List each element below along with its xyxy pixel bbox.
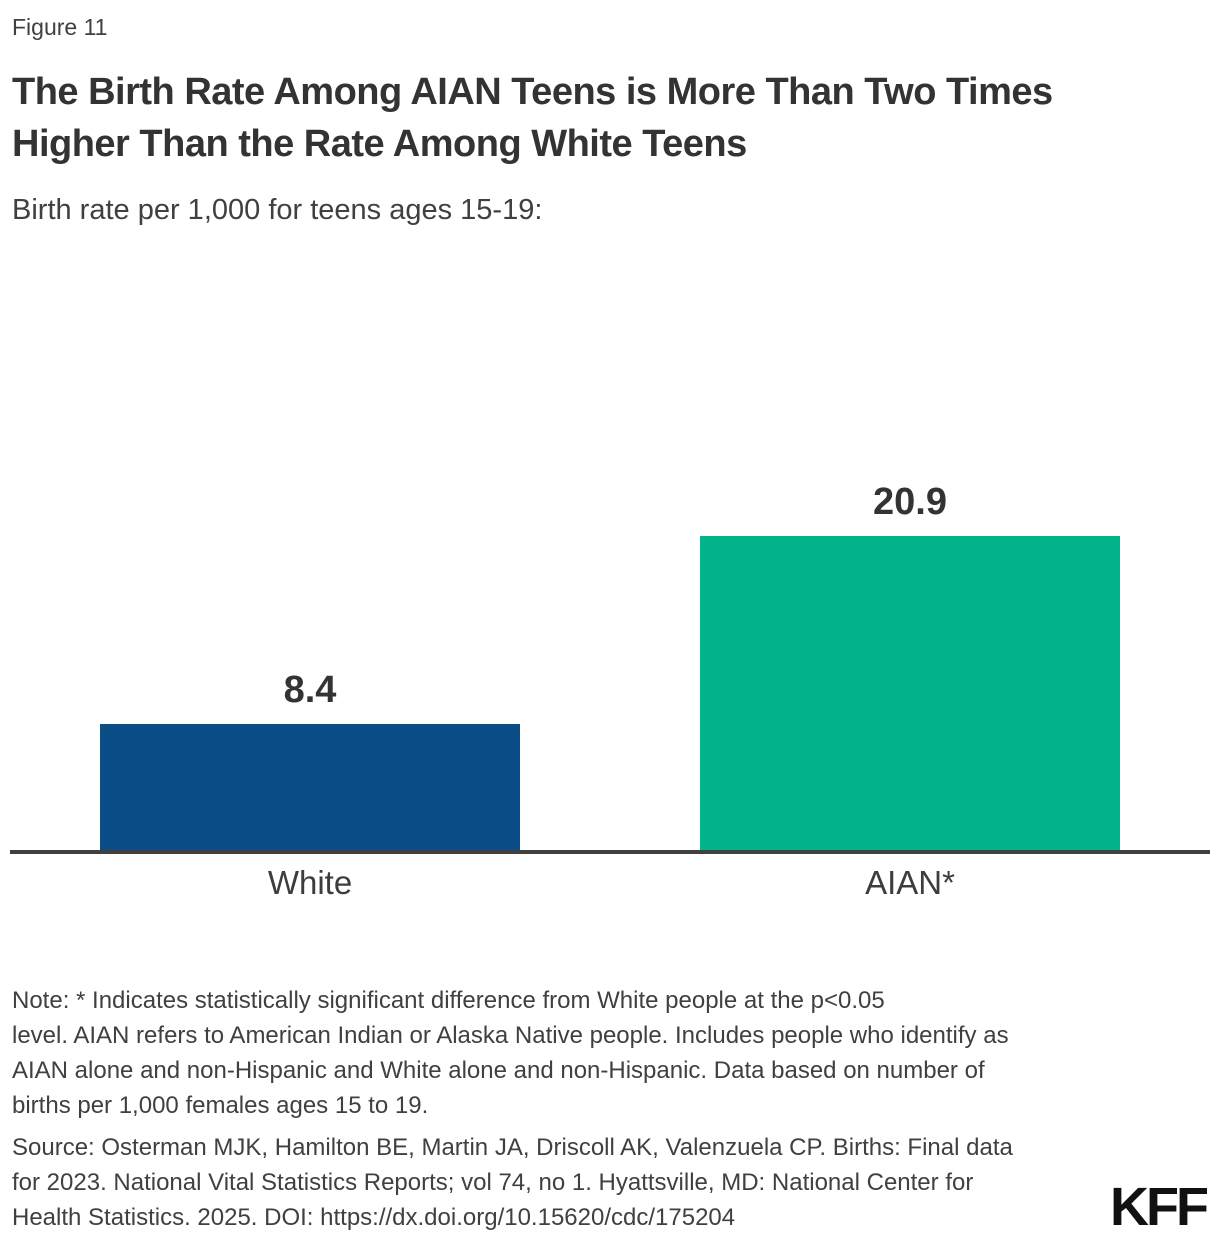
category-label-white: White <box>267 864 353 901</box>
kff-logo: KFF <box>1110 1177 1209 1237</box>
source-line: for 2023. National Vital Statistics Repo… <box>12 1169 974 1196</box>
category-label-aian: AIAN* <box>865 864 955 901</box>
source-line: Source: Osterman MJK, Hamilton BE, Marti… <box>12 1134 1013 1161</box>
note-line: Note: * Indicates statistically signific… <box>12 987 885 1014</box>
value-label-white: 8.4 <box>283 669 337 711</box>
bar-white <box>100 724 520 850</box>
note-text: Note: * Indicates statistically signific… <box>12 983 1009 1123</box>
source-text: Source: Osterman MJK, Hamilton BE, Marti… <box>12 1130 1013 1235</box>
chart-title-line-1: The Birth Rate Among AIAN Teens is More … <box>12 71 1053 113</box>
bar-chart-plot-area: 8.4 20.9 <box>100 481 1120 850</box>
note-line: level. AIAN refers to American Indian or… <box>12 1022 1009 1049</box>
bar-aian <box>700 536 1120 850</box>
source-line: Health Statistics. 2025. DOI: https://dx… <box>12 1204 736 1231</box>
x-axis-line <box>10 850 1210 854</box>
chart-title-line-2: Higher Than the Rate Among White Teens <box>12 123 747 165</box>
note-line: births per 1,000 females ages 15 to 19. <box>12 1092 429 1119</box>
value-label-aian: 20.9 <box>873 481 947 523</box>
figure-number-label: Figure 11 <box>12 14 108 40</box>
chart-title: The Birth Rate Among AIAN Teens is More … <box>12 66 1053 170</box>
chart-subtitle: Birth rate per 1,000 for teens ages 15-1… <box>12 194 543 226</box>
note-line: AIAN alone and non-Hispanic and White al… <box>12 1057 985 1084</box>
